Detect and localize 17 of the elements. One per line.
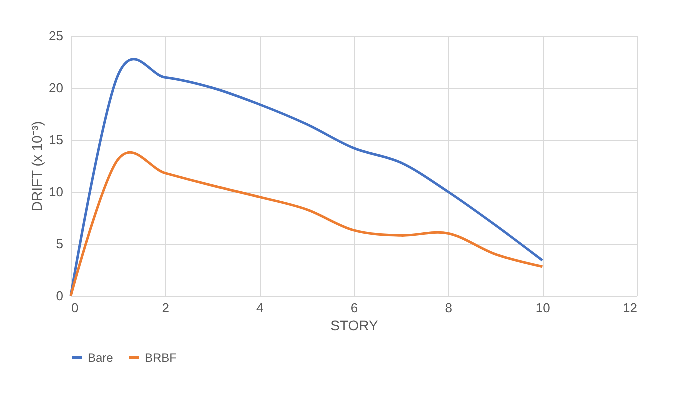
y-tick-label: 0 xyxy=(56,288,64,304)
x-axis-title: STORY xyxy=(330,318,380,334)
x-tick-label: 4 xyxy=(256,300,264,316)
y-tick-label: 10 xyxy=(49,184,64,200)
y-tick-label: 25 xyxy=(49,28,64,44)
x-tick-label: 10 xyxy=(536,300,550,316)
y-tick-label: 15 xyxy=(49,132,64,148)
legend-label: Bare xyxy=(88,350,114,365)
y-tick-label: 5 xyxy=(56,236,64,252)
x-tick-label: 0 xyxy=(72,300,79,316)
legend-label: BRBF xyxy=(145,350,178,365)
x-tick-label: 2 xyxy=(162,300,170,316)
y-tick-label: 20 xyxy=(49,80,64,96)
y-axis-title: DRIFT (x 10⁻³) xyxy=(29,121,46,212)
x-tick-label: 8 xyxy=(445,300,452,316)
x-tick-label: 12 xyxy=(623,300,638,316)
x-tick-label: 6 xyxy=(350,300,358,316)
